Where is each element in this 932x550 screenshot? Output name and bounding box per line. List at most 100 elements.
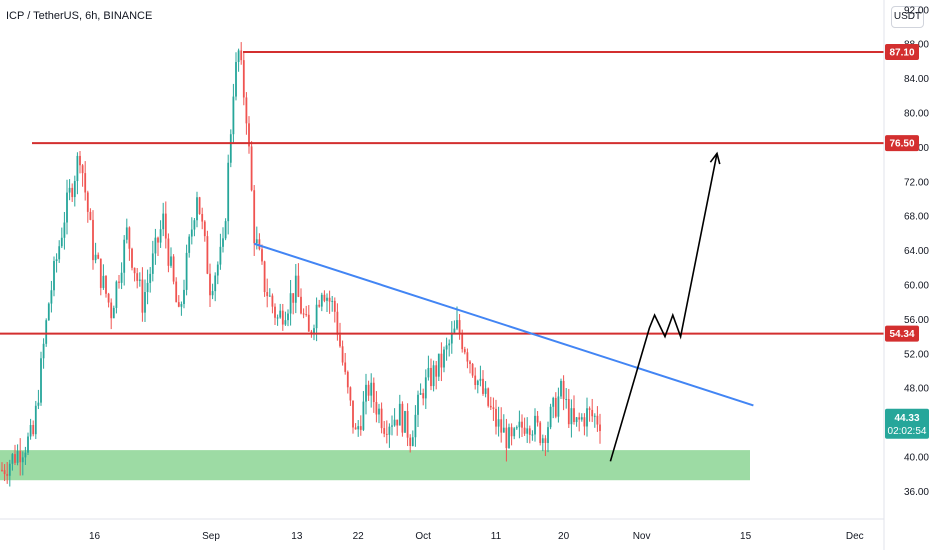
candle-body bbox=[42, 343, 45, 359]
candle-body bbox=[6, 474, 9, 476]
candle-body bbox=[336, 311, 339, 335]
candle-body bbox=[232, 96, 235, 135]
candle-body bbox=[276, 317, 279, 319]
candle-body bbox=[474, 375, 477, 386]
candle-body bbox=[544, 438, 547, 444]
x-tick-label: Sep bbox=[202, 531, 220, 542]
candle-body bbox=[198, 197, 201, 214]
candle-body bbox=[385, 433, 388, 435]
price-tag-mid-bg bbox=[885, 135, 919, 152]
candle-body bbox=[372, 382, 375, 403]
candle-body bbox=[172, 256, 175, 282]
candle-body bbox=[162, 213, 165, 230]
candle-body bbox=[274, 306, 276, 318]
candle-body bbox=[8, 463, 11, 476]
candle-body bbox=[427, 367, 430, 378]
candle-body bbox=[151, 253, 154, 274]
candle-body bbox=[110, 302, 113, 319]
x-tick-label: Oct bbox=[415, 531, 431, 542]
candle-body bbox=[118, 281, 120, 283]
candle-body bbox=[515, 427, 518, 429]
candle-body bbox=[456, 320, 458, 329]
candle-body bbox=[167, 238, 170, 266]
candle-body bbox=[76, 155, 79, 182]
candle-body bbox=[541, 438, 544, 443]
candle-body bbox=[157, 237, 159, 243]
descending-trendline[interactable] bbox=[253, 242, 754, 407]
currency-button[interactable]: USDT bbox=[891, 6, 924, 28]
candle-body bbox=[16, 451, 19, 463]
candle-body bbox=[354, 427, 357, 430]
candle-body bbox=[222, 238, 224, 247]
x-tick-label: Nov bbox=[633, 531, 651, 542]
candle-body bbox=[570, 408, 573, 425]
candle-body bbox=[326, 297, 328, 301]
candle-body bbox=[60, 237, 63, 247]
candle-body bbox=[599, 424, 601, 432]
candle-body bbox=[250, 146, 253, 191]
candle-body bbox=[440, 353, 443, 368]
candle-body bbox=[417, 394, 419, 415]
candle-body bbox=[141, 279, 144, 313]
candle-body bbox=[528, 428, 531, 435]
candle-body bbox=[138, 279, 141, 281]
candle-body bbox=[466, 352, 469, 362]
candle-body bbox=[411, 437, 414, 446]
candle-body bbox=[453, 328, 456, 333]
candle-body bbox=[190, 229, 193, 237]
candle-body bbox=[211, 291, 214, 296]
candle-body bbox=[261, 249, 263, 262]
candle-body bbox=[183, 289, 185, 305]
candle-body bbox=[497, 419, 500, 427]
candle-body bbox=[112, 307, 115, 319]
candle-body bbox=[268, 295, 271, 297]
y-tick-label: 56.00 bbox=[904, 315, 929, 326]
candle-body bbox=[219, 246, 222, 265]
candle-body bbox=[47, 303, 50, 321]
candle-body bbox=[94, 254, 97, 261]
candle-body bbox=[310, 331, 313, 334]
candle-body bbox=[489, 405, 492, 408]
y-tick-label: 68.00 bbox=[904, 212, 929, 223]
candle-body bbox=[596, 415, 599, 425]
candle-body bbox=[565, 399, 568, 401]
x-tick-label: 22 bbox=[353, 531, 365, 542]
candle-body bbox=[349, 387, 352, 401]
candle-body bbox=[97, 254, 100, 259]
candle-body bbox=[266, 292, 269, 297]
candle-body bbox=[3, 470, 6, 475]
candle-body bbox=[593, 415, 596, 417]
projection-arrowhead bbox=[709, 151, 721, 165]
projection-path[interactable] bbox=[609, 153, 718, 462]
candle-body bbox=[120, 272, 123, 283]
candle-body bbox=[188, 236, 191, 253]
candle-body bbox=[534, 415, 536, 435]
candle-body bbox=[263, 261, 266, 293]
candle-body bbox=[469, 361, 471, 364]
candle-body bbox=[305, 314, 308, 316]
candle-body bbox=[375, 402, 378, 415]
candle-body bbox=[502, 427, 505, 433]
candle-body bbox=[435, 365, 438, 377]
candle-body bbox=[391, 425, 393, 427]
candle-body bbox=[55, 259, 58, 262]
y-tick-label: 84.00 bbox=[904, 74, 929, 85]
candle-body bbox=[583, 417, 586, 427]
candle-body bbox=[575, 417, 578, 423]
candle-body bbox=[510, 427, 513, 437]
price-tag-upper: 87.10 bbox=[889, 47, 914, 58]
candle-body bbox=[84, 173, 87, 193]
candle-body bbox=[549, 406, 552, 428]
candle-body bbox=[125, 227, 128, 240]
candle-body bbox=[170, 256, 172, 266]
price-tag-upper-bg bbox=[885, 43, 919, 60]
candle-body bbox=[40, 358, 42, 403]
candle-body bbox=[99, 258, 102, 288]
candle-body bbox=[352, 400, 354, 428]
candle-body bbox=[578, 417, 581, 420]
candle-body bbox=[300, 296, 302, 314]
candle-body bbox=[58, 246, 61, 260]
candle-body bbox=[307, 314, 310, 332]
candle-body bbox=[463, 349, 466, 353]
